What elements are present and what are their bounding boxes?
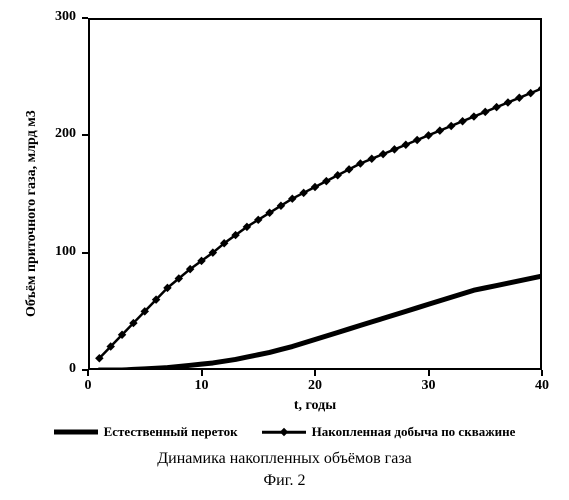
legend-swatch [54,425,98,439]
series-marker-1 [311,183,319,191]
series-marker-1 [424,131,432,139]
series-marker-1 [356,159,364,167]
series-marker-1 [402,140,410,148]
series-marker-1 [492,103,500,111]
series-marker-1 [481,108,489,116]
caption: Динамика накопленных объёмов газа [0,450,569,468]
series-marker-1 [322,177,330,185]
series-marker-1 [413,136,421,144]
legend-label: Естественный переток [104,424,238,440]
series-marker-1 [504,98,512,106]
series-marker-1 [458,117,466,125]
legend-label: Накопленная добыча по скважине [312,424,516,440]
series-marker-1 [379,150,387,158]
series-marker-1 [299,189,307,197]
series-marker-1 [333,171,341,179]
series-marker-1 [368,155,376,163]
legend-swatch [262,425,306,439]
series-marker-1 [515,94,523,102]
legend: Естественный переток Накопленная добыча п… [0,424,569,440]
series-marker-1 [526,89,534,97]
series-marker-1 [345,165,353,173]
series-marker-1 [390,145,398,153]
figure-label: Фиг. 2 [0,472,569,490]
series-marker-1 [470,112,478,120]
figure: 0100200300010203040Объём приточного газа… [0,0,569,500]
series-marker-1 [538,84,546,92]
series-marker-1 [436,126,444,134]
series-line-1 [99,88,542,358]
legend-item: Накопленная добыча по скважине [262,424,516,440]
legend-item: Естественный переток [54,424,238,440]
series-marker-1 [447,122,455,130]
